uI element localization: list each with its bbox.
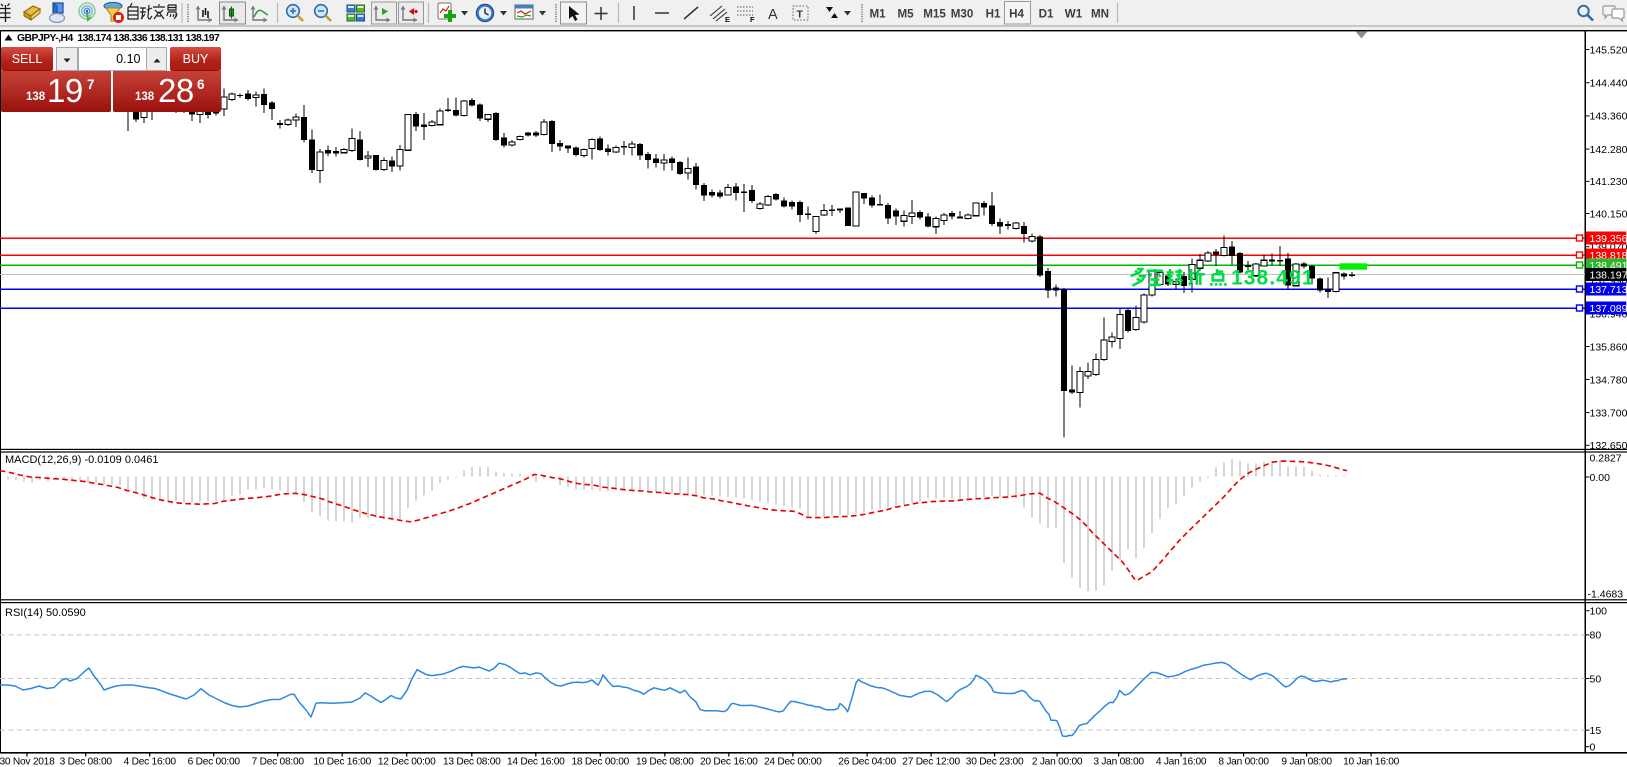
svg-text:10 Jan 16:00: 10 Jan 16:00 — [1343, 757, 1399, 767]
svg-text:MACD(12,26,9) -0.0109 0.0461: MACD(12,26,9) -0.0109 0.0461 — [5, 454, 158, 466]
svg-text:3 Dec 08:00: 3 Dec 08:00 — [60, 757, 113, 767]
svg-text:142.280: 142.280 — [1590, 144, 1627, 156]
svg-text:7 Dec 08:00: 7 Dec 08:00 — [252, 757, 305, 767]
svg-text:26 Dec 04:00: 26 Dec 04:00 — [838, 757, 896, 767]
svg-text:M5: M5 — [897, 8, 914, 21]
svg-text:4 Dec 16:00: 4 Dec 16:00 — [124, 757, 177, 767]
svg-text:20 Dec 16:00: 20 Dec 16:00 — [700, 757, 758, 767]
svg-text:100: 100 — [1590, 606, 1608, 618]
svg-text:18 Dec 00:00: 18 Dec 00:00 — [571, 757, 629, 767]
svg-text:M1: M1 — [869, 8, 886, 21]
svg-text:133.700: 133.700 — [1590, 407, 1627, 419]
svg-text:H1: H1 — [986, 8, 1001, 21]
svg-text:10 Dec 16:00: 10 Dec 16:00 — [313, 757, 371, 767]
svg-text:2 Jan 00:00: 2 Jan 00:00 — [1032, 757, 1083, 767]
svg-text:143.360: 143.360 — [1590, 111, 1627, 123]
svg-text:E: E — [725, 15, 730, 24]
svg-text:14 Dec 16:00: 14 Dec 16:00 — [507, 757, 565, 767]
svg-text:12 Dec 00:00: 12 Dec 00:00 — [378, 757, 436, 767]
svg-text:135.860: 135.860 — [1590, 341, 1627, 353]
svg-text:M15: M15 — [923, 8, 946, 21]
svg-text:3 Jan 08:00: 3 Jan 08:00 — [1093, 757, 1144, 767]
svg-text:13 Dec 08:00: 13 Dec 08:00 — [443, 757, 501, 767]
svg-text:9 Jan 08:00: 9 Jan 08:00 — [1281, 757, 1332, 767]
svg-text:H4: H4 — [1009, 8, 1024, 21]
svg-text:4 Jan 16:00: 4 Jan 16:00 — [1156, 757, 1207, 767]
svg-text:139.356: 139.356 — [1590, 233, 1627, 245]
svg-text:GBPJPY-,H4 138.174 138.336 13: GBPJPY-,H4 138.174 138.336 138.131 138.1… — [17, 33, 220, 44]
svg-text:137.713: 137.713 — [1590, 284, 1627, 296]
svg-text:141.230: 141.230 — [1590, 176, 1627, 188]
svg-text:M30: M30 — [951, 8, 974, 21]
svg-text:T: T — [797, 9, 804, 21]
svg-text:MN: MN — [1091, 8, 1109, 21]
svg-text:144.440: 144.440 — [1590, 78, 1627, 90]
svg-text:-1.4683: -1.4683 — [1588, 589, 1624, 601]
svg-text:140.150: 140.150 — [1590, 208, 1627, 220]
svg-text:F: F — [750, 15, 755, 24]
svg-text:0: 0 — [1590, 742, 1596, 754]
svg-text:8 Jan 00:00: 8 Jan 00:00 — [1218, 757, 1269, 767]
svg-text:RSI(14) 50.0590: RSI(14) 50.0590 — [5, 607, 86, 619]
svg-text:A: A — [768, 7, 778, 23]
svg-text:138.491: 138.491 — [1231, 267, 1315, 290]
svg-text:137.089: 137.089 — [1590, 303, 1627, 315]
svg-text:50: 50 — [1590, 673, 1602, 685]
svg-text:30 Dec 23:00: 30 Dec 23:00 — [966, 757, 1024, 767]
svg-text:D1: D1 — [1039, 8, 1054, 21]
svg-text:138.197: 138.197 — [1590, 269, 1627, 281]
svg-text:132.650: 132.650 — [1590, 440, 1627, 452]
svg-text:134.780: 134.780 — [1590, 374, 1627, 386]
svg-text:27 Dec 12:00: 27 Dec 12:00 — [902, 757, 960, 767]
svg-text:0.00: 0.00 — [1590, 472, 1611, 484]
svg-text:145.520: 145.520 — [1590, 44, 1627, 56]
svg-text:19 Dec 08:00: 19 Dec 08:00 — [636, 757, 694, 767]
svg-text:6 Dec 00:00: 6 Dec 00:00 — [188, 757, 241, 767]
svg-text:0.2827: 0.2827 — [1590, 453, 1622, 465]
svg-text:15: 15 — [1590, 725, 1602, 737]
svg-text:80: 80 — [1590, 630, 1602, 642]
svg-text:W1: W1 — [1065, 8, 1083, 21]
svg-text:30 Nov 2018: 30 Nov 2018 — [0, 757, 55, 767]
svg-text:24 Dec 00:00: 24 Dec 00:00 — [764, 757, 822, 767]
